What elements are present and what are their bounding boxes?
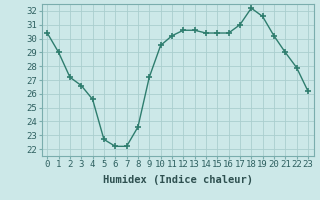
X-axis label: Humidex (Indice chaleur): Humidex (Indice chaleur) [103, 175, 252, 185]
